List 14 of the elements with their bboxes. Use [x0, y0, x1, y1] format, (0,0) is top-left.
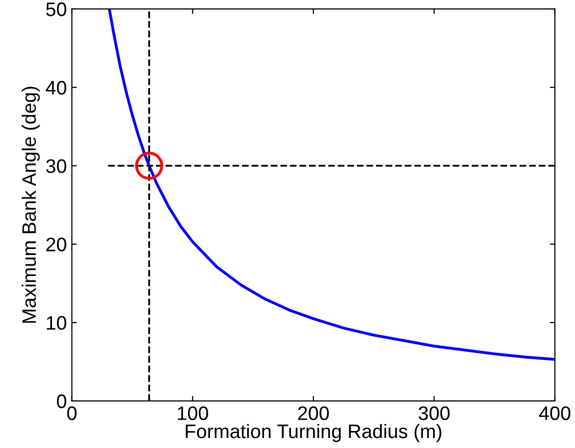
x-axis-title: Formation Turning Radius (m) — [186, 424, 442, 442]
x-tick-label: 400 — [539, 406, 570, 420]
y-tick-label: 20 — [46, 238, 66, 252]
x-tick-label: 200 — [298, 406, 329, 420]
y-tick-label: 0 — [56, 394, 66, 408]
x-tick-label: 0 — [67, 406, 77, 420]
x-tick-label: 300 — [418, 406, 450, 420]
y-tick-label: 40 — [46, 80, 66, 95]
line-series — [108, 8, 555, 361]
y-tick-label: 10 — [46, 316, 66, 330]
y-tick-label: 30 — [46, 159, 66, 173]
y-axis-title: Maximum Bank Angle (deg) — [22, 86, 40, 323]
x-tick-label: 100 — [178, 406, 208, 420]
y-tick-label: 50 — [46, 2, 66, 16]
